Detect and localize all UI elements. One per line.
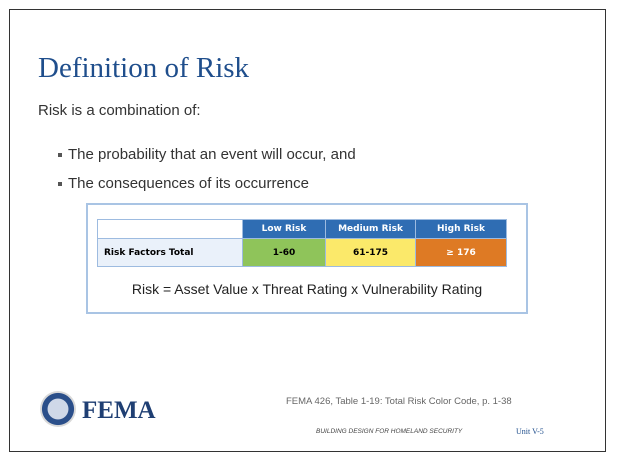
risk-table-box: Low Risk Medium Risk High Risk Risk Fact… [86,203,528,314]
header-cell: Medium Risk [325,219,416,239]
bullet: The consequences of its occurrence [58,175,309,192]
footer-course: BUILDING DESIGN FOR HOMELAND SECURITY [316,428,463,435]
cell: 1-60 [242,238,326,267]
formula: Risk = Asset Value x Threat Rating x Vul… [131,281,483,297]
row: Risk Factors Total 1-60 61-175 ≥ 176 [97,238,507,267]
cell: ≥ 176 [415,238,507,267]
header-cell [97,219,243,239]
risk-table: Low Risk Medium Risk High Risk Risk Fact… [97,219,507,267]
title: Definition of Risk [38,52,250,84]
header-cell: High Risk [415,219,507,239]
row-label: Risk Factors Total [97,238,243,267]
header-row: Low Risk Medium Risk High Risk [97,219,507,239]
header-cell: Low Risk [242,219,326,239]
logo-seal [40,391,76,427]
footer-unit: Unit V-5 [516,427,544,436]
logo-text: FEMA [82,397,156,424]
bullet: The probability that an event will occur… [58,146,356,163]
cell: 61-175 [325,238,416,267]
intro: Risk is a combination of: [38,102,201,119]
slide: Definition of Risk Risk is a combination… [9,9,606,452]
citation: FEMA 426, Table 1-19: Total Risk Color C… [286,396,512,407]
